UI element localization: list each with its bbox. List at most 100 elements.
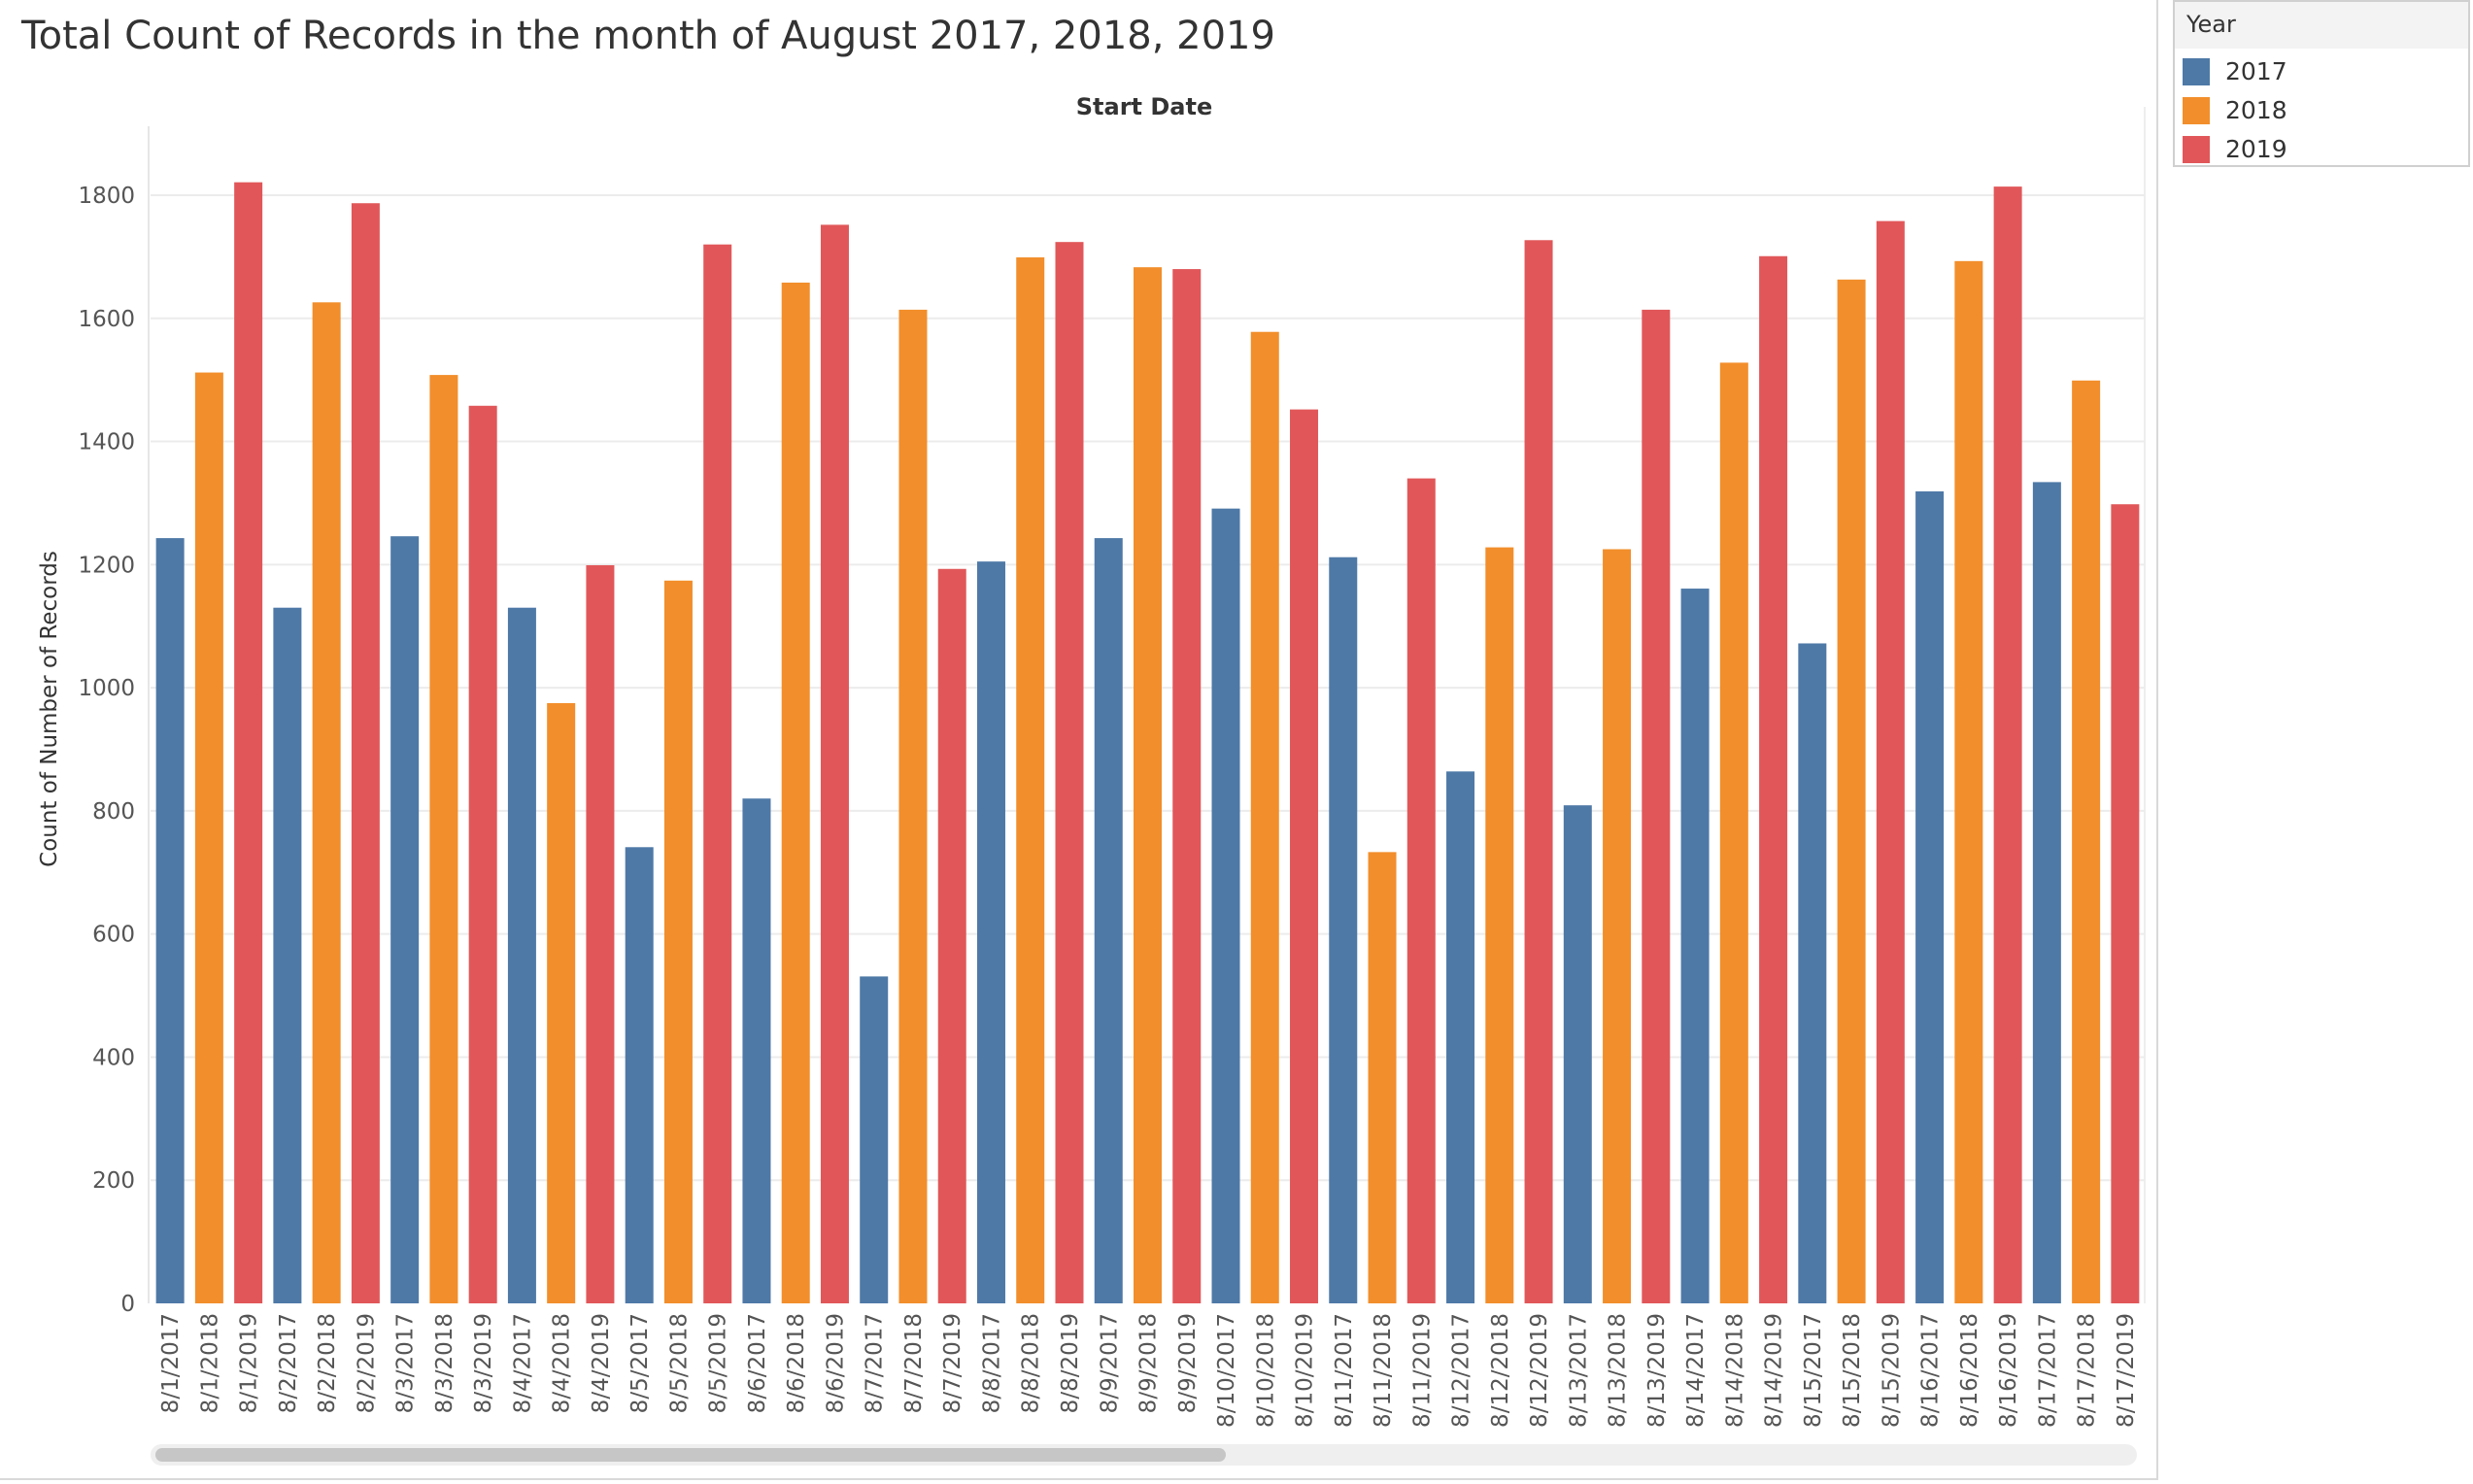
bar-8-16-2019[interactable] (1993, 186, 2022, 1303)
x-tick-label: 8/2/2017 (276, 1313, 301, 1413)
bar-8-5-2017[interactable] (625, 847, 654, 1303)
x-tick-label: 8/7/2019 (940, 1313, 965, 1413)
legend-label-2019: 2019 (2225, 135, 2287, 163)
bar-8-13-2017[interactable] (1563, 805, 1592, 1303)
x-tick-label: 8/1/2017 (158, 1313, 184, 1413)
bar-8-5-2019[interactable] (703, 244, 732, 1304)
x-tick-label: 8/12/2019 (1527, 1313, 1552, 1428)
bar-8-9-2017[interactable] (1094, 538, 1123, 1303)
x-tick-label: 8/15/2017 (1801, 1313, 1826, 1428)
y-tick-label: 1000 (78, 676, 135, 701)
x-tick-label: 8/6/2017 (745, 1313, 770, 1413)
bar-8-14-2017[interactable] (1680, 589, 1710, 1303)
bar-8-3-2017[interactable] (390, 536, 420, 1303)
x-tick-label: 8/17/2018 (2075, 1313, 2100, 1428)
x-tick-label: 8/10/2017 (1214, 1313, 1239, 1428)
bar-8-17-2019[interactable] (2111, 504, 2140, 1303)
y-axis-label: Count of Number of Records (37, 551, 62, 867)
bar-8-13-2018[interactable] (1603, 549, 1632, 1303)
bar-8-15-2019[interactable] (1876, 220, 1905, 1303)
bar-8-7-2019[interactable] (937, 568, 966, 1303)
bar-8-2-2018[interactable] (312, 302, 341, 1303)
bar-8-10-2017[interactable] (1211, 508, 1240, 1303)
bar-8-17-2018[interactable] (2072, 380, 2101, 1303)
bar-8-16-2018[interactable] (1954, 260, 1983, 1304)
x-tick-label: 8/13/2017 (1566, 1313, 1591, 1428)
legend-swatch-2019 (2183, 136, 2210, 163)
bar-8-14-2019[interactable] (1759, 255, 1788, 1303)
x-tick-label: 8/16/2018 (1957, 1313, 1982, 1428)
bar-8-9-2018[interactable] (1134, 267, 1162, 1303)
x-tick-label: 8/3/2019 (471, 1313, 496, 1413)
x-tick-label: 8/12/2017 (1449, 1313, 1474, 1428)
legend-swatch-2017 (2183, 58, 2210, 85)
legend-label-2018: 2018 (2225, 96, 2287, 124)
bar-8-6-2019[interactable] (820, 224, 849, 1304)
x-tick-label: 8/14/2018 (1722, 1313, 1747, 1428)
chart-title: Total Count of Records in the month of A… (21, 14, 1275, 58)
bar-8-4-2018[interactable] (547, 702, 576, 1303)
bar-8-8-2018[interactable] (1016, 257, 1045, 1303)
x-tick-label: 8/17/2019 (2114, 1313, 2139, 1428)
y-tick-label: 600 (92, 923, 135, 948)
bar-8-11-2017[interactable] (1329, 556, 1358, 1303)
bar-8-4-2017[interactable] (507, 607, 536, 1303)
x-tick-label: 8/16/2017 (1918, 1313, 1944, 1428)
x-tick-label: 8/11/2017 (1332, 1313, 1357, 1428)
x-tick-label: 8/4/2019 (589, 1313, 614, 1413)
bar-8-2-2017[interactable] (273, 607, 302, 1303)
bar-8-1-2017[interactable] (155, 538, 185, 1303)
bar-8-11-2018[interactable] (1368, 852, 1397, 1303)
bar-8-1-2018[interactable] (194, 372, 223, 1303)
bar-8-2-2019[interactable] (351, 203, 380, 1304)
x-tick-label: 8/2/2018 (315, 1313, 340, 1413)
x-tick-label: 8/15/2018 (1840, 1313, 1865, 1428)
bar-8-16-2017[interactable] (1915, 490, 1945, 1303)
bar-8-1-2019[interactable] (234, 182, 263, 1304)
bar-8-13-2019[interactable] (1642, 309, 1671, 1303)
y-tick-label: 1600 (78, 307, 135, 332)
bar-8-8-2017[interactable] (976, 561, 1005, 1303)
bar-8-6-2017[interactable] (742, 798, 771, 1303)
bar-8-4-2019[interactable] (586, 564, 615, 1303)
x-tick-label: 8/6/2019 (823, 1313, 848, 1413)
x-tick-label: 8/5/2017 (627, 1313, 653, 1413)
y-tick-label: 1400 (78, 430, 135, 455)
bar-8-10-2018[interactable] (1250, 331, 1279, 1304)
bar-8-3-2018[interactable] (429, 375, 458, 1304)
x-tick-label: 8/11/2019 (1409, 1313, 1435, 1428)
x-tick-label: 8/9/2017 (1097, 1313, 1122, 1413)
bar-8-10-2019[interactable] (1290, 409, 1319, 1304)
x-tick-label: 8/11/2018 (1371, 1313, 1396, 1428)
x-tick-label: 8/10/2019 (1293, 1313, 1318, 1428)
horizontal-scrollbar-thumb[interactable] (155, 1448, 1226, 1462)
bar-8-12-2017[interactable] (1446, 771, 1475, 1303)
bar-8-3-2019[interactable] (468, 405, 497, 1303)
bar-8-12-2018[interactable] (1485, 547, 1514, 1303)
bar-8-15-2018[interactable] (1837, 279, 1866, 1304)
bar-8-17-2017[interactable] (2032, 482, 2061, 1303)
x-tick-label: 8/12/2018 (1488, 1313, 1513, 1428)
bar-8-6-2018[interactable] (781, 283, 810, 1303)
bar-8-12-2019[interactable] (1524, 240, 1553, 1303)
bar-8-8-2019[interactable] (1055, 242, 1084, 1304)
worksheet-frame (0, 0, 2158, 1480)
bar-8-5-2018[interactable] (663, 580, 693, 1303)
x-tick-label: 8/16/2019 (1996, 1313, 2021, 1428)
x-tick-label: 8/2/2019 (354, 1313, 379, 1413)
x-tick-label: 8/3/2018 (432, 1313, 457, 1413)
bar-chart: 0 200 400 600 800 1000 1200 1400 1600 1800 8/1/20… (37, 93, 2146, 1428)
x-tick-label: 8/7/2017 (863, 1313, 888, 1413)
bars (155, 182, 2140, 1304)
legend-label-2017: 2017 (2225, 57, 2287, 85)
bar-8-14-2018[interactable] (1719, 362, 1748, 1303)
bar-8-15-2017[interactable] (1798, 643, 1827, 1303)
bar-8-7-2017[interactable] (860, 976, 889, 1303)
bar-8-9-2019[interactable] (1172, 269, 1202, 1303)
bar-8-7-2018[interactable] (898, 309, 928, 1303)
x-tick-label: 8/10/2018 (1253, 1313, 1278, 1428)
x-axis: 8/1/2017 8/1/2018 8/1/2019 8/2/2017 8/2/2018… (158, 1313, 2139, 1428)
y-tick-label: 400 (92, 1045, 135, 1070)
bar-8-11-2019[interactable] (1406, 478, 1436, 1304)
y-axis: 0 200 400 600 800 1000 1200 1400 1600 1800 (78, 184, 135, 1317)
